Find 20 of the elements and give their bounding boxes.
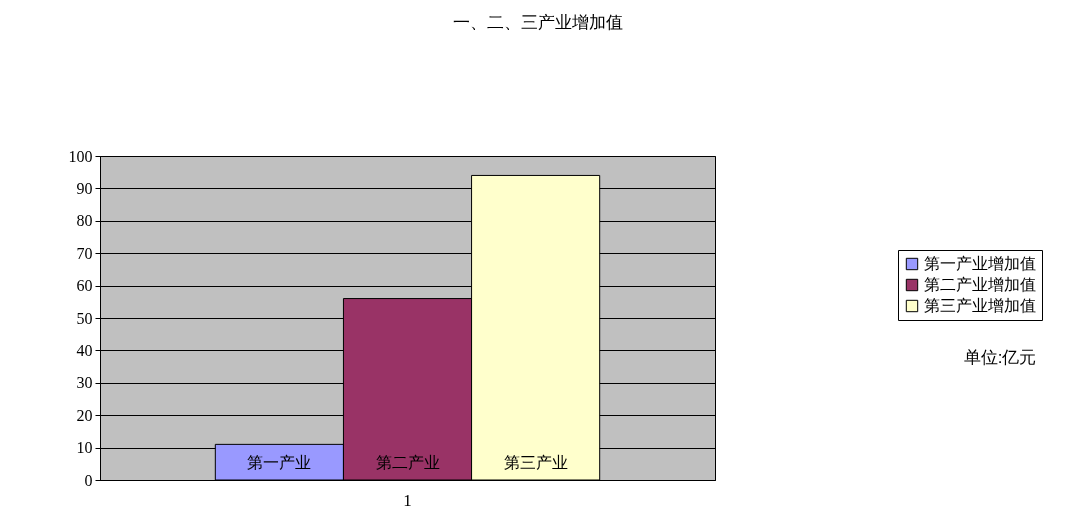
y-tick-label: 90 bbox=[76, 179, 93, 197]
data-label: 第三产业 bbox=[503, 454, 568, 471]
y-tick-label: 30 bbox=[76, 374, 93, 392]
y-tick-label: 80 bbox=[76, 212, 93, 230]
y-tick-label: 40 bbox=[76, 341, 93, 359]
y-tick-label: 70 bbox=[76, 244, 93, 262]
y-tick-label: 60 bbox=[76, 277, 93, 295]
legend-label: 第三产业增加值 bbox=[924, 297, 1036, 314]
text: 单位:亿元 bbox=[963, 348, 1037, 367]
y-tick-label: 50 bbox=[76, 309, 93, 327]
data-label: 第二产业 bbox=[375, 454, 440, 471]
y-tick-label: 20 bbox=[76, 406, 93, 424]
legend-label: 第二产业增加值 bbox=[924, 276, 1036, 293]
legend-label: 第一产业增加值 bbox=[924, 255, 1036, 272]
y-tick-label: 10 bbox=[76, 439, 93, 457]
x-tick-label: 1 bbox=[403, 490, 412, 510]
y-tick-label: 100 bbox=[68, 147, 93, 165]
chart-title: 一、二、三产业增加值 bbox=[452, 13, 623, 32]
data-label: 第一产业 bbox=[247, 454, 312, 471]
y-tick-label: 0 bbox=[84, 471, 93, 489]
